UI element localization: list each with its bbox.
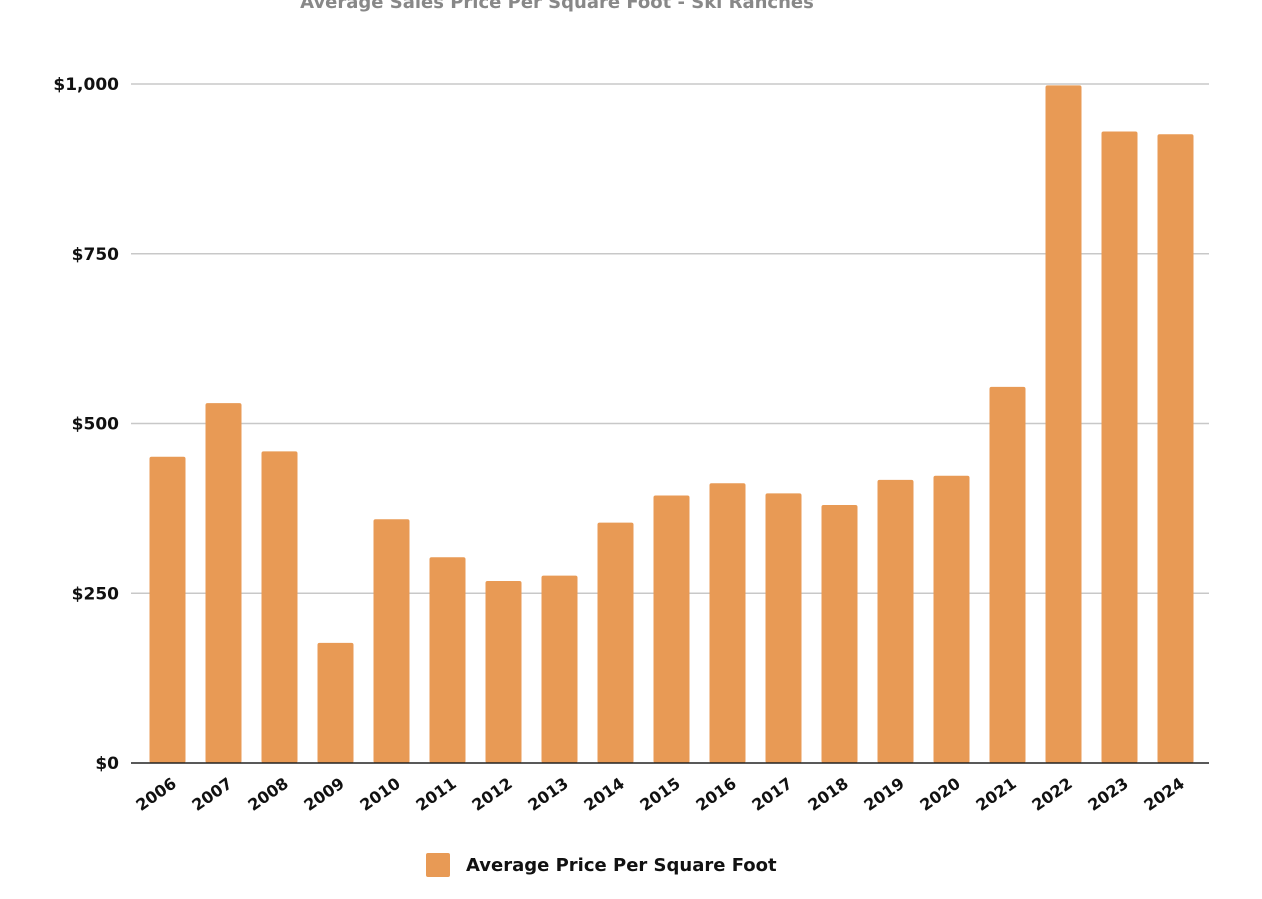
x-tick-label: 2013 xyxy=(524,774,571,815)
x-tick-label: 2017 xyxy=(748,774,795,815)
bar-2016 xyxy=(709,483,746,763)
y-tick-label: $500 xyxy=(72,415,119,435)
legend-swatch xyxy=(426,853,450,877)
bar-2012 xyxy=(485,581,522,763)
y-tick-label: $250 xyxy=(72,584,119,604)
x-tick-label: 2020 xyxy=(916,774,963,815)
x-tick-label: 2008 xyxy=(244,774,291,815)
x-tick-label: 2018 xyxy=(804,774,851,815)
x-tick-label: 2023 xyxy=(1084,774,1131,815)
bar-2007 xyxy=(205,403,242,763)
bar-2010 xyxy=(373,519,410,763)
bar-2014 xyxy=(597,522,634,763)
x-tick-label: 2015 xyxy=(636,774,683,815)
bar-2006 xyxy=(149,456,186,763)
y-tick-label: $1,000 xyxy=(53,75,119,95)
bar-2023 xyxy=(1101,131,1138,763)
x-tick-label: 2019 xyxy=(860,774,907,815)
bar-2011 xyxy=(429,557,466,763)
x-tick-label: 2021 xyxy=(972,774,1019,815)
bar-2019 xyxy=(877,479,914,763)
bar-2013 xyxy=(541,575,578,763)
y-tick-label: $750 xyxy=(72,245,119,265)
bar-2018 xyxy=(821,504,858,763)
x-tick-label: 2012 xyxy=(468,774,515,815)
x-tick-label: 2007 xyxy=(188,774,235,815)
x-tick-label: 2014 xyxy=(580,774,627,815)
bar-2015 xyxy=(653,495,690,763)
x-tick-label: 2016 xyxy=(692,774,739,815)
chart-title: Average Sales Price Per Square Foot - Sk… xyxy=(300,0,814,13)
y-tick-label: $0 xyxy=(95,754,119,774)
x-tick-label: 2011 xyxy=(412,774,459,815)
bar-2008 xyxy=(261,451,298,763)
x-tick-label: 2024 xyxy=(1140,774,1187,815)
x-tick-label: 2006 xyxy=(132,774,179,815)
x-tick-label: 2022 xyxy=(1028,774,1075,815)
x-tick-label: 2009 xyxy=(300,774,347,815)
legend: Average Price Per Square Foot xyxy=(426,853,777,877)
bar-2022 xyxy=(1045,85,1082,763)
bar-2017 xyxy=(765,493,802,763)
bar-2020 xyxy=(933,475,970,763)
bar-2009 xyxy=(317,642,354,763)
bar-2024 xyxy=(1157,134,1194,764)
bar-2021 xyxy=(989,386,1026,763)
x-tick-label: 2010 xyxy=(356,774,403,815)
legend-label: Average Price Per Square Foot xyxy=(466,854,777,876)
